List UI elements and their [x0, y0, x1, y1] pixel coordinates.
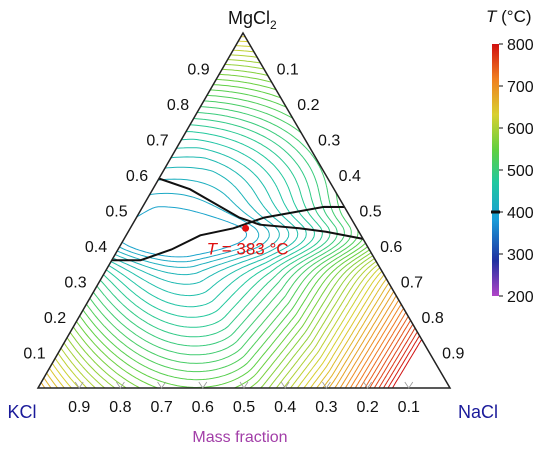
- right-tick-label: 0.6: [380, 239, 402, 256]
- colorbar-tick-label: 600: [507, 121, 534, 138]
- colorbar-tick-label: 800: [507, 37, 534, 54]
- bottom-tickmark: [363, 381, 372, 389]
- minimum-point-label: T = 383 °C: [207, 239, 289, 258]
- colorbar-gradient: [492, 44, 499, 296]
- bottom-tick-label: 0.8: [109, 399, 131, 416]
- right-tick-label: 0.8: [421, 310, 443, 327]
- contour-line: [378, 33, 450, 388]
- vertex-label-kcl: KCl: [7, 402, 36, 422]
- left-tick-label: 0.1: [23, 346, 45, 363]
- right-tick-label: 0.3: [318, 133, 340, 150]
- colorbar-tick-label: 300: [507, 247, 534, 264]
- bottom-tickmark: [198, 381, 208, 389]
- contour-line: [373, 33, 450, 388]
- bottom-tick-label: 0.5: [233, 399, 255, 416]
- contour-line: [38, 33, 450, 388]
- valley-lower: [111, 205, 345, 262]
- colorbar-title: T (°C): [486, 7, 532, 26]
- contour-line: [38, 55, 404, 388]
- bottom-tick-label: 0.6: [192, 399, 214, 416]
- contour-line: [38, 70, 386, 388]
- right-edge-tick-labels: 0.1 0.2 0.3 0.4 0.5 0.6 0.7 0.8 0.9: [277, 62, 465, 363]
- bottom-tickmark: [116, 381, 125, 389]
- bottom-tick-label: 0.2: [356, 399, 378, 416]
- eutectic-valleys: [111, 177, 364, 262]
- vertex-label-nacl: NaCl: [458, 402, 498, 422]
- left-tick-label: 0.6: [126, 168, 148, 185]
- bottom-tickmark: [322, 381, 331, 389]
- bottom-tick-label: 0.1: [398, 399, 420, 416]
- left-tick-label: 0.5: [105, 204, 127, 221]
- colorbar-tick-labels: 800 700 600 500 400 300 200: [499, 37, 534, 306]
- minimum-point-marker: [242, 224, 250, 232]
- left-edge-tick-labels: 0.1 0.2 0.3 0.4 0.5 0.6 0.7 0.8 0.9: [23, 62, 209, 363]
- colorbar: T (°C) 800 700 600 500 400 300 200: [486, 7, 534, 306]
- left-tick-label: 0.2: [44, 310, 66, 327]
- colorbar-tick-label: 700: [507, 79, 534, 96]
- edge-tickmarks: [74, 381, 414, 389]
- contour-line: [38, 92, 359, 373]
- valley-upper: [158, 177, 364, 240]
- ternary-triangle-frame: [36, 31, 452, 389]
- right-tick-label: 0.7: [401, 275, 423, 292]
- bottom-tick-label: 0.3: [315, 399, 337, 416]
- contour-line: [52, 131, 315, 318]
- bottom-tick-label: 0.7: [150, 399, 172, 416]
- left-tick-label: 0.7: [146, 133, 168, 150]
- contour-line: [369, 33, 450, 388]
- left-tick-label: 0.3: [64, 275, 86, 292]
- right-tick-label: 0.4: [339, 168, 361, 185]
- left-tick-label: 0.9: [187, 62, 209, 79]
- right-tick-label: 0.1: [277, 62, 299, 79]
- bottom-tickmark: [74, 381, 84, 389]
- temperature-contours: [38, 33, 450, 388]
- colorbar-marker-400: [491, 210, 500, 214]
- bottom-tickmark: [404, 381, 414, 389]
- vertex-label-mgcl2: MgCl2: [228, 8, 277, 32]
- bottom-tick-label: 0.9: [68, 399, 90, 416]
- colorbar-tick-label: 200: [507, 289, 534, 306]
- right-tick-label: 0.9: [442, 346, 464, 363]
- colorbar-tick-label: 400: [507, 205, 534, 222]
- left-tick-label: 0.8: [167, 97, 189, 114]
- bottom-tickmark: [239, 381, 249, 389]
- x-axis-label: Mass fraction: [192, 429, 287, 446]
- right-tick-label: 0.5: [359, 204, 381, 221]
- contour-line: [38, 50, 410, 388]
- bottom-tick-label: 0.4: [274, 399, 296, 416]
- colorbar-tick-label: 500: [507, 163, 534, 180]
- bottom-tickmark: [280, 381, 290, 389]
- bottom-tickmark: [157, 381, 166, 389]
- right-tick-label: 0.2: [297, 97, 319, 114]
- left-tick-label: 0.4: [85, 239, 107, 256]
- bottom-edge-tick-labels: 0.9 0.8 0.7 0.6 0.5 0.4 0.3 0.2 0.1: [68, 399, 420, 416]
